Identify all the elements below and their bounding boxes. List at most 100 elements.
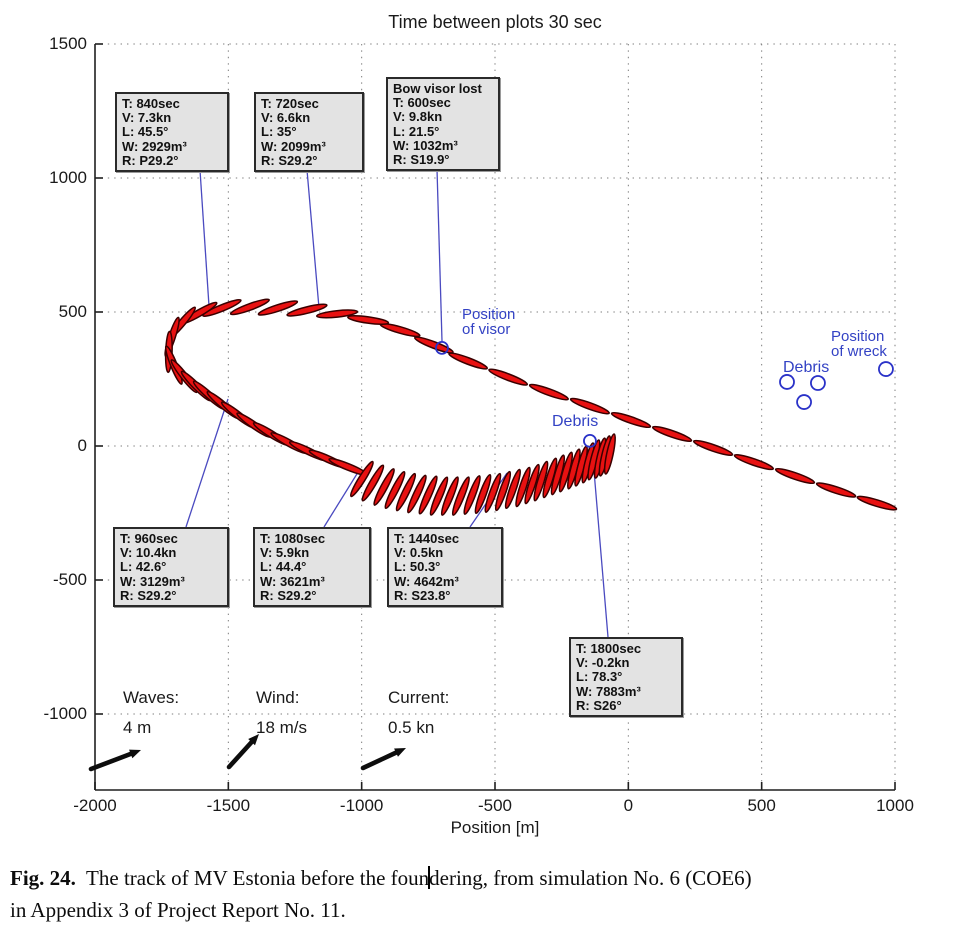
position-label-line: Position bbox=[462, 306, 516, 323]
caption-line-2: in Appendix 3 of Project Report No. 11. bbox=[10, 898, 346, 922]
env-arrow-shaft bbox=[360, 750, 399, 771]
annotation-line: T: 960sec bbox=[120, 531, 178, 546]
hull-plot bbox=[569, 397, 610, 415]
y-tick-label: -1000 bbox=[43, 704, 87, 723]
env-label: Wind: bbox=[256, 688, 300, 707]
hull-plot bbox=[603, 433, 616, 475]
leader-line-t1800 bbox=[591, 446, 609, 638]
hull-plot bbox=[395, 472, 417, 512]
annotation-line: R: S19.9° bbox=[393, 152, 450, 168]
annotation-line: L: 45.5° bbox=[122, 124, 169, 140]
annotation-box-t720: T: 720sec V: 6.6kn L: 35° W: 2099m³ R: S29.2… bbox=[254, 92, 364, 173]
y-tick-label: 0 bbox=[77, 436, 87, 455]
annotation-box-t1800: T: 1800sec V: -0.2kn L: 78.3° W: 7883m³ R: S… bbox=[569, 637, 683, 718]
hull-plot bbox=[384, 470, 406, 510]
label-debris-field: Debris bbox=[783, 360, 829, 376]
hull-plot bbox=[774, 467, 816, 485]
marker-wreck bbox=[878, 361, 894, 377]
annotation-line: T: 1800sec bbox=[576, 641, 642, 656]
annotation-line: L: 35° bbox=[261, 124, 297, 140]
hull-plot bbox=[528, 383, 569, 401]
label-position-of-wreck: Position of wreck bbox=[831, 329, 887, 359]
annotation-line: R: S29.2° bbox=[260, 587, 317, 603]
annotation-line: W: 3621m³ bbox=[260, 573, 325, 589]
env-label: Current: bbox=[388, 688, 450, 707]
track-chart: Time between plots 30 sec 1500 1000 500 0 -5… bbox=[43, 12, 914, 837]
annotation-line: T: 720sec bbox=[261, 96, 319, 111]
annotation-line: V: 9.8kn bbox=[393, 109, 443, 125]
marker-debris-field-3 bbox=[796, 394, 812, 410]
env-arrow-shaft bbox=[88, 751, 134, 772]
plot-canvas bbox=[88, 43, 898, 791]
y-tick-label: 500 bbox=[58, 302, 87, 321]
annotation-line: W: 7883m³ bbox=[576, 683, 641, 699]
env-arrow-shaft bbox=[226, 739, 254, 770]
marker-debris-track bbox=[583, 434, 597, 448]
hull-plot bbox=[429, 476, 449, 516]
chart-title: Time between plots 30 sec bbox=[388, 12, 602, 32]
hull-plot bbox=[856, 495, 898, 511]
leader-line-visor bbox=[436, 168, 443, 342]
env-value: 4 m bbox=[123, 718, 152, 737]
x-tick-label: -500 bbox=[477, 796, 513, 815]
annotation-line: W: 4642m³ bbox=[394, 573, 459, 589]
hull-plot bbox=[202, 299, 242, 317]
env-value: 18 m/s bbox=[256, 718, 308, 737]
annotation-box-t960: T: 960sec V: 10.4kn L: 42.6° W: 3129m³ R: S2… bbox=[113, 527, 229, 608]
annotation-line: W: 3129m³ bbox=[120, 573, 185, 589]
annotation-line: T: 1080sec bbox=[260, 531, 326, 546]
hull-plot bbox=[373, 468, 395, 506]
caption-text-1: The track of MV Estonia before the foun bbox=[75, 866, 430, 890]
y-tick-label: 1500 bbox=[49, 34, 87, 53]
position-label-line: Debris bbox=[783, 359, 830, 376]
annotation-line: V: -0.2kn bbox=[576, 655, 630, 671]
annotation-line: W: 2099m³ bbox=[261, 138, 326, 154]
x-tick-label: -1000 bbox=[339, 796, 384, 815]
annotation-line: Bow visor lost bbox=[393, 81, 482, 96]
label-position-of-visor: Position of visor bbox=[462, 307, 515, 337]
annotation-box-visor: Bow visor lost T: 600sec V: 9.8kn L: 21.5° W… bbox=[386, 77, 500, 172]
env-arrow-head bbox=[394, 748, 406, 757]
annotation-line: L: 21.5° bbox=[393, 123, 440, 139]
x-tick-label: 1000 bbox=[876, 796, 914, 815]
position-label-line: of wreck bbox=[831, 343, 887, 360]
annotation-box-t1440: T: 1440sec V: 0.5kn L: 50.3° W: 4642m³ R: S2… bbox=[387, 527, 503, 608]
marker-debris-field-1 bbox=[779, 374, 795, 390]
y-tick-label: 1000 bbox=[49, 168, 87, 187]
hull-plot bbox=[440, 476, 459, 516]
annotation-line: R: S29.2° bbox=[261, 152, 318, 168]
hull-plot bbox=[413, 336, 454, 354]
annotation-line: R: S26° bbox=[576, 697, 622, 713]
x-tick-label: 0 bbox=[623, 796, 634, 815]
annotation-line: T: 600sec bbox=[393, 95, 451, 111]
position-label-line: Debris bbox=[552, 413, 599, 430]
annotation-line: L: 78.3° bbox=[576, 669, 623, 685]
annotation-line: R: S29.2° bbox=[120, 587, 177, 603]
leader-line-t960 bbox=[185, 398, 229, 528]
annotation-line: L: 42.6° bbox=[120, 559, 167, 575]
position-label-line: of visor bbox=[462, 321, 511, 338]
hull-plot bbox=[361, 464, 385, 502]
env-value: 0.5 kn bbox=[388, 718, 435, 737]
hull-plot bbox=[651, 425, 693, 442]
hull-plot bbox=[229, 298, 270, 316]
annotation-line: W: 1032m³ bbox=[393, 137, 458, 153]
annotation-line: V: 5.9kn bbox=[260, 545, 310, 561]
hull-plot bbox=[349, 460, 374, 498]
marker-debris-field-2 bbox=[810, 375, 826, 391]
annotation-line: V: 7.3kn bbox=[122, 110, 172, 126]
hull-plot bbox=[504, 468, 521, 510]
annotation-box-t840: T: 840sec V: 7.3kn L: 45.5° W: 2929m³ R: P29… bbox=[115, 92, 229, 173]
annotation-line: L: 44.4° bbox=[260, 559, 307, 575]
x-tick-label: 500 bbox=[747, 796, 776, 815]
leader-line-t1080 bbox=[323, 468, 361, 528]
hull-plot bbox=[488, 368, 529, 386]
hull-plot bbox=[474, 473, 492, 515]
annotation-line: V: 6.6kn bbox=[261, 110, 311, 126]
hull-plot bbox=[610, 411, 652, 429]
y-tick-label: -500 bbox=[52, 570, 87, 589]
text-cursor bbox=[428, 866, 431, 889]
marker-visor bbox=[435, 341, 449, 355]
hull-plot bbox=[448, 352, 489, 370]
hull-plot bbox=[515, 466, 531, 508]
